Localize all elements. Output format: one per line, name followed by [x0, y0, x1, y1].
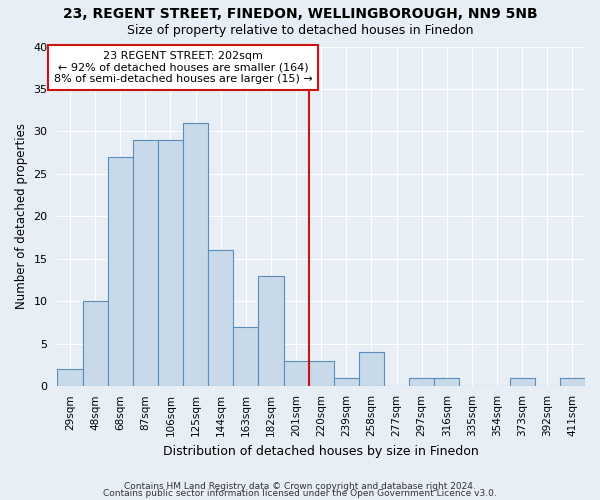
Bar	[208, 250, 233, 386]
Text: 23 REGENT STREET: 202sqm
← 92% of detached houses are smaller (164)
8% of semi-d: 23 REGENT STREET: 202sqm ← 92% of detach…	[53, 50, 313, 84]
Bar	[509, 378, 535, 386]
Bar	[83, 302, 107, 386]
Bar	[434, 378, 460, 386]
Bar	[183, 123, 208, 386]
Bar	[560, 378, 585, 386]
Bar	[107, 157, 133, 386]
Bar	[158, 140, 183, 386]
Text: 23, REGENT STREET, FINEDON, WELLINGBOROUGH, NN9 5NB: 23, REGENT STREET, FINEDON, WELLINGBOROU…	[62, 8, 538, 22]
Bar	[308, 361, 334, 386]
Text: Size of property relative to detached houses in Finedon: Size of property relative to detached ho…	[127, 24, 473, 37]
Y-axis label: Number of detached properties: Number of detached properties	[15, 124, 28, 310]
Bar	[58, 370, 83, 386]
Bar	[259, 276, 284, 386]
Bar	[334, 378, 359, 386]
Bar	[284, 361, 308, 386]
Bar	[133, 140, 158, 386]
X-axis label: Distribution of detached houses by size in Finedon: Distribution of detached houses by size …	[163, 444, 479, 458]
Bar	[359, 352, 384, 386]
Text: Contains HM Land Registry data © Crown copyright and database right 2024.: Contains HM Land Registry data © Crown c…	[124, 482, 476, 491]
Bar	[233, 327, 259, 386]
Bar	[409, 378, 434, 386]
Text: Contains public sector information licensed under the Open Government Licence v3: Contains public sector information licen…	[103, 490, 497, 498]
